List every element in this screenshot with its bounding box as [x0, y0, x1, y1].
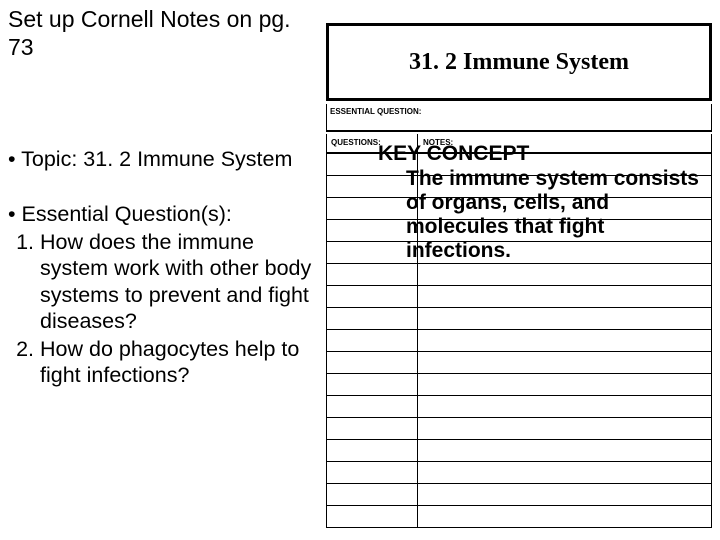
table-row [327, 264, 711, 286]
setup-instruction: Set up Cornell Notes on pg. 73 [8, 6, 318, 61]
topic-block: • Topic: 31. 2 Immune System [8, 147, 318, 173]
cornell-title-box: 31. 2 Immune System [326, 23, 712, 101]
questions-col-header: QUESTIONS: [331, 138, 381, 147]
table-row [327, 286, 711, 308]
table-row [327, 484, 711, 506]
table-row [327, 330, 711, 352]
table-row [327, 462, 711, 484]
eq-heading: • Essential Question(s): [8, 201, 318, 227]
table-row [327, 396, 711, 418]
key-concept: KEY CONCEPT The immune system consists o… [378, 142, 701, 263]
list-item: How do phagocytes help to fight infectio… [40, 336, 318, 388]
table-row [327, 440, 711, 462]
key-concept-heading: KEY CONCEPT [378, 142, 701, 166]
left-column: Set up Cornell Notes on pg. 73 • Topic: … [8, 6, 318, 389]
key-concept-body: The immune system consists of organs, ce… [406, 167, 701, 263]
cornell-title: 31. 2 Immune System [409, 49, 629, 76]
table-row [327, 506, 711, 528]
topic-label: Topic: [21, 147, 77, 171]
table-row [327, 374, 711, 396]
essential-questions-block: • Essential Question(s): How does the im… [8, 201, 318, 389]
list-item: How does the immune system work with oth… [40, 229, 318, 334]
cornell-eq-label: ESSENTIAL QUESTION: [330, 107, 421, 116]
table-row [327, 352, 711, 374]
table-row [327, 308, 711, 330]
table-row [327, 418, 711, 440]
questions-list: How does the immune system work with oth… [40, 229, 318, 388]
topic-value: 31. 2 Immune System [83, 147, 292, 171]
slide: Set up Cornell Notes on pg. 73 • Topic: … [0, 0, 720, 540]
eq-heading-text: Essential Question(s): [22, 202, 232, 226]
